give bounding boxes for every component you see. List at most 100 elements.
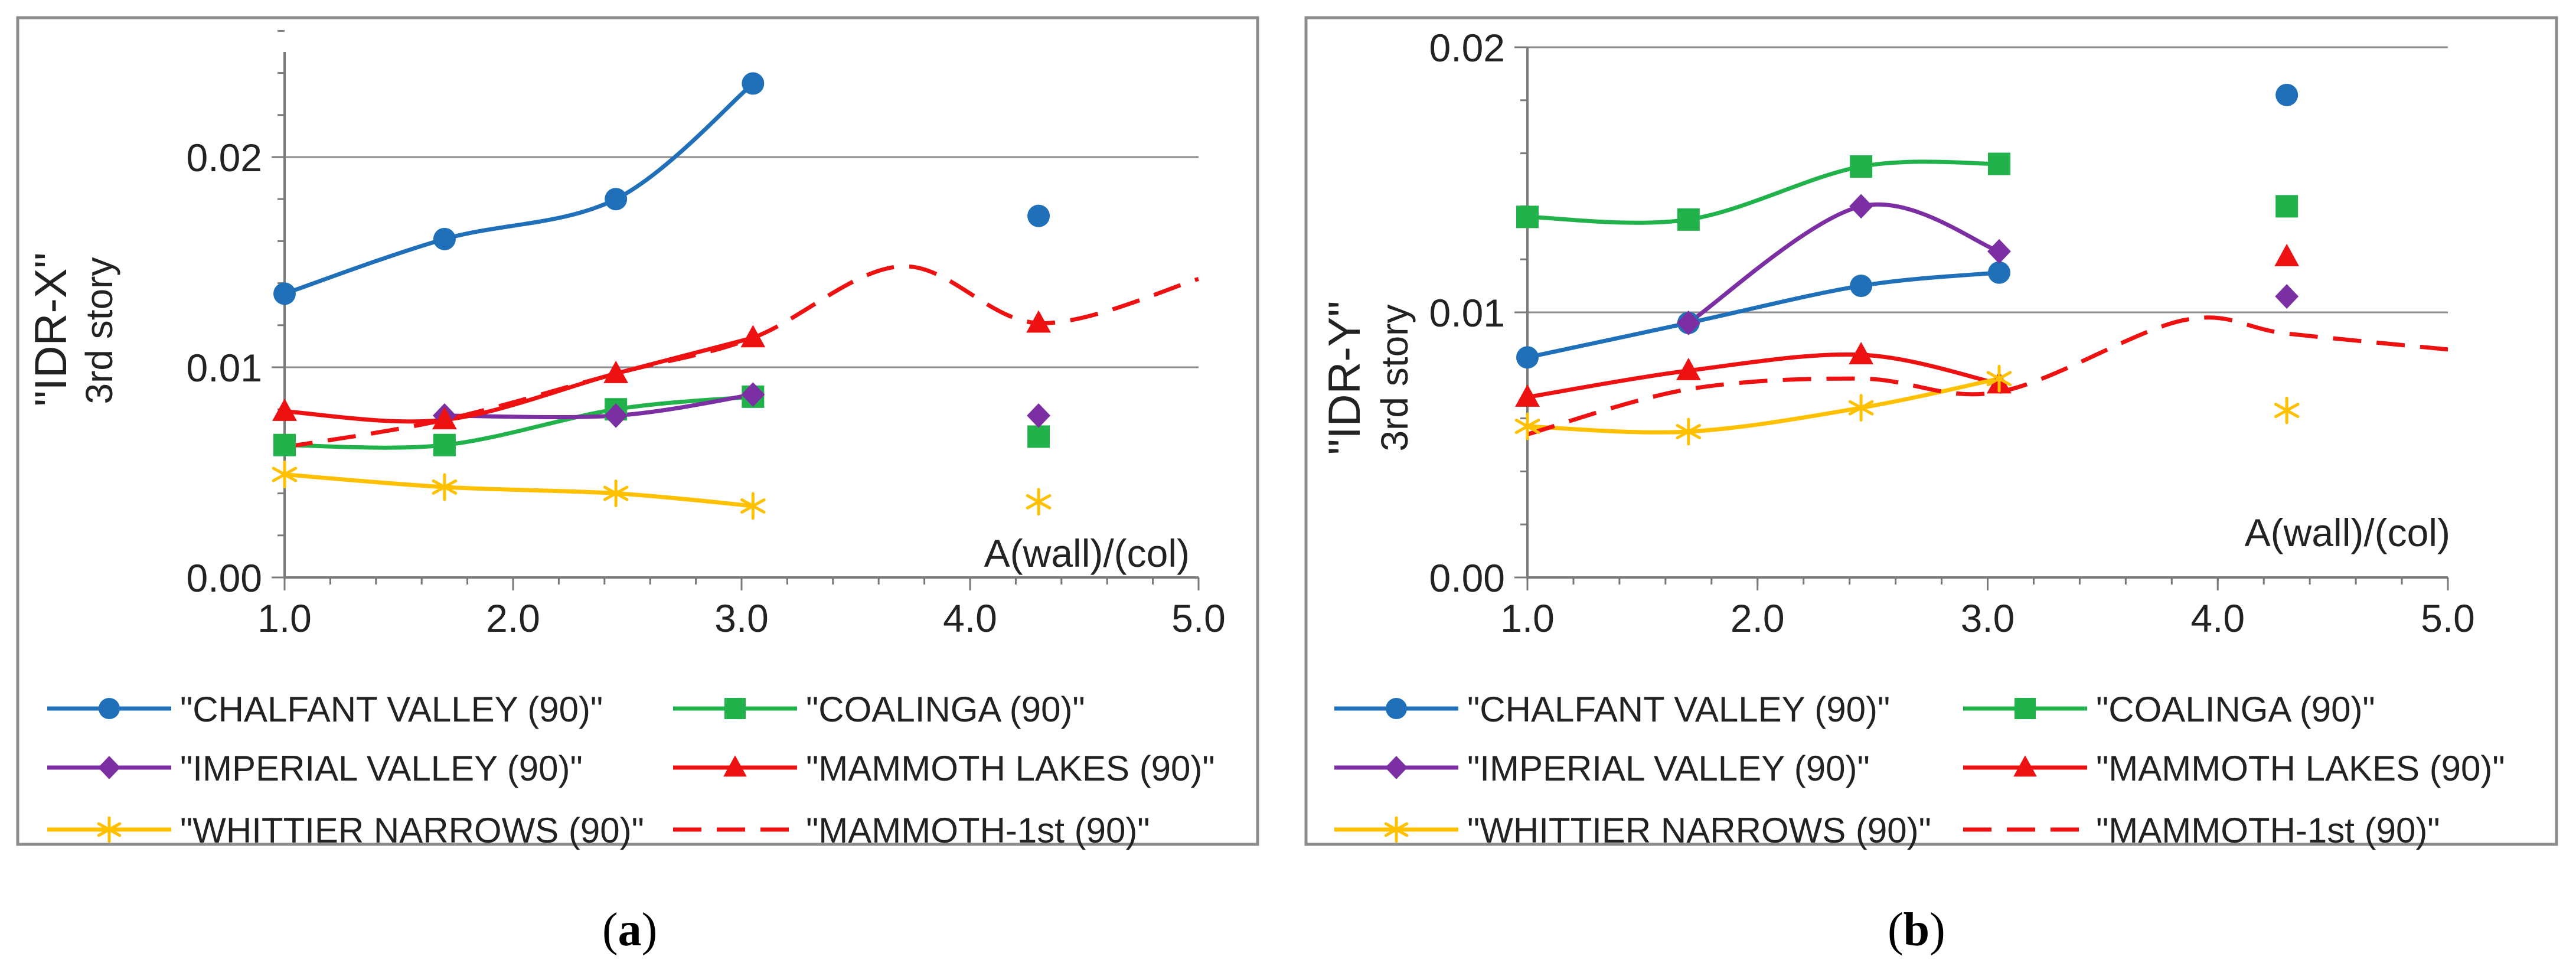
data-point bbox=[1027, 204, 1050, 227]
x-axis-label: A(wall)/(col) bbox=[984, 531, 1190, 575]
data-point bbox=[1677, 208, 1700, 231]
data-point bbox=[603, 479, 629, 507]
data-point bbox=[1027, 425, 1050, 448]
data-point bbox=[740, 492, 766, 520]
data-point bbox=[2274, 396, 2300, 425]
data-point bbox=[2274, 243, 2300, 266]
series-line bbox=[1527, 270, 2000, 360]
data-point bbox=[1849, 194, 1873, 219]
data-point bbox=[742, 72, 765, 95]
legend-item: "CHALFANT VALLEY (90)" bbox=[1334, 690, 1890, 729]
data-point bbox=[740, 325, 766, 348]
data-point bbox=[433, 433, 456, 456]
legend-label: "COALINGA (90)" bbox=[2096, 690, 2375, 729]
legend-marker bbox=[723, 755, 747, 777]
x-tick-label: 2.0 bbox=[486, 596, 540, 640]
legend-label: "WHITTIER NARROWS (90)" bbox=[180, 811, 644, 850]
x-tick-label: 1.0 bbox=[257, 596, 312, 640]
chart-frame bbox=[1304, 16, 2558, 846]
series-line bbox=[284, 394, 753, 450]
data-point bbox=[432, 407, 457, 430]
legend-marker bbox=[1384, 816, 1409, 843]
caption-b: (b) bbox=[1888, 904, 1945, 956]
legend-label: "MAMMOTH-1st (90)" bbox=[806, 811, 1150, 850]
series-line bbox=[1527, 352, 2000, 400]
data-point bbox=[1850, 155, 1873, 178]
data-point bbox=[272, 461, 298, 488]
legend-item: "CHALFANT VALLEY (90)" bbox=[47, 690, 603, 729]
data-point bbox=[1026, 488, 1052, 516]
data-point bbox=[1848, 394, 1874, 422]
legend-item: "WHITTIER NARROWS (90)" bbox=[47, 811, 644, 850]
y-tick-label: 0.00 bbox=[1429, 556, 1505, 600]
legend-item: "IMPERIAL VALLEY (90)" bbox=[1334, 749, 1870, 788]
data-point bbox=[273, 282, 296, 305]
data-point bbox=[2275, 83, 2299, 106]
x-tick-label: 2.0 bbox=[1731, 596, 1785, 640]
series-line bbox=[1527, 159, 2000, 225]
legend-marker bbox=[1385, 756, 1408, 779]
data-point bbox=[2275, 284, 2299, 309]
legend-item: "MAMMOTH LAKES (90)" bbox=[673, 749, 1215, 788]
y-tick-label: 0.02 bbox=[1429, 26, 1505, 70]
legend-label: "MAMMOTH-1st (90)" bbox=[2096, 811, 2440, 850]
x-tick-label: 1.0 bbox=[1500, 596, 1555, 640]
y-axis-label: 3rd story bbox=[78, 257, 120, 404]
x-tick-label: 4.0 bbox=[2190, 596, 2245, 640]
data-point bbox=[741, 382, 765, 407]
legend-label: "MAMMOTH LAKES (90)" bbox=[806, 749, 1215, 788]
data-point bbox=[1676, 357, 1701, 380]
legend-item: "IMPERIAL VALLEY (90)" bbox=[47, 749, 583, 788]
y-axis-label: 3rd story bbox=[1373, 305, 1416, 452]
legend-marker bbox=[2015, 698, 2036, 719]
legend-item: "MAMMOTH-1st (90)" bbox=[1963, 811, 2440, 850]
data-point bbox=[1515, 384, 1540, 407]
y-tick-label: 0.01 bbox=[1429, 291, 1505, 335]
series-line bbox=[284, 335, 754, 424]
data-point bbox=[1514, 412, 1540, 440]
legend-marker bbox=[2013, 755, 2037, 777]
x-tick-label: 3.0 bbox=[1961, 596, 2015, 640]
data-point bbox=[1849, 341, 1874, 364]
panel-a: 0.00 0.01 0.02 1.0 2.0 3.0 4.0 5.0 A(wall)/(col)… bbox=[16, 16, 1259, 850]
data-point bbox=[432, 473, 458, 501]
data-point bbox=[1676, 417, 1702, 446]
y-axis-label: "IDR-Y" bbox=[1320, 301, 1370, 455]
series-line bbox=[284, 472, 753, 508]
series-line bbox=[1527, 376, 2000, 435]
legend-marker bbox=[98, 756, 120, 779]
caption-b-letter: b bbox=[1903, 904, 1930, 956]
data-point bbox=[1986, 364, 2012, 393]
legend-item: "MAMMOTH-1st (90)" bbox=[673, 811, 1150, 850]
legend-label: "WHITTIER NARROWS (90)" bbox=[1467, 811, 1931, 850]
x-axis-label: A(wall)/(col) bbox=[2245, 511, 2450, 554]
data-point bbox=[1987, 261, 2010, 284]
legend-label: "IMPERIAL VALLEY (90)" bbox=[1467, 749, 1870, 788]
data-point bbox=[1516, 205, 1539, 229]
data-point bbox=[1027, 403, 1051, 428]
data-point bbox=[1676, 311, 1700, 335]
data-point bbox=[433, 227, 456, 250]
caption-a: (a) bbox=[602, 904, 658, 956]
y-axis-label: "IDR-X" bbox=[26, 253, 76, 407]
legend-item: "COALINGA (90)" bbox=[673, 690, 1085, 729]
x-tick-label: 5.0 bbox=[1171, 596, 1226, 640]
data-point bbox=[604, 403, 628, 428]
data-point bbox=[1850, 275, 1873, 298]
legend-label: "CHALFANT VALLEY (90)" bbox=[1467, 690, 1890, 729]
x-tick-label: 3.0 bbox=[714, 596, 769, 640]
legend-label: "COALINGA (90)" bbox=[806, 690, 1085, 729]
data-point bbox=[605, 188, 628, 211]
data-point bbox=[603, 360, 629, 383]
y-tick-label: 0.02 bbox=[187, 136, 262, 179]
legend-label: "MAMMOTH LAKES (90)" bbox=[2096, 749, 2505, 788]
data-point bbox=[1987, 239, 2011, 264]
data-point bbox=[1987, 152, 2010, 175]
legend-item: "COALINGA (90)" bbox=[1963, 690, 2375, 729]
legend-marker bbox=[97, 816, 122, 843]
data-point bbox=[1026, 310, 1051, 333]
data-point bbox=[273, 433, 296, 456]
legend-marker bbox=[99, 698, 120, 719]
panel-b: 0.00 0.01 0.02 1.0 2.0 3.0 4.0 5.0 A(wall)/(col)… bbox=[1304, 16, 2558, 850]
